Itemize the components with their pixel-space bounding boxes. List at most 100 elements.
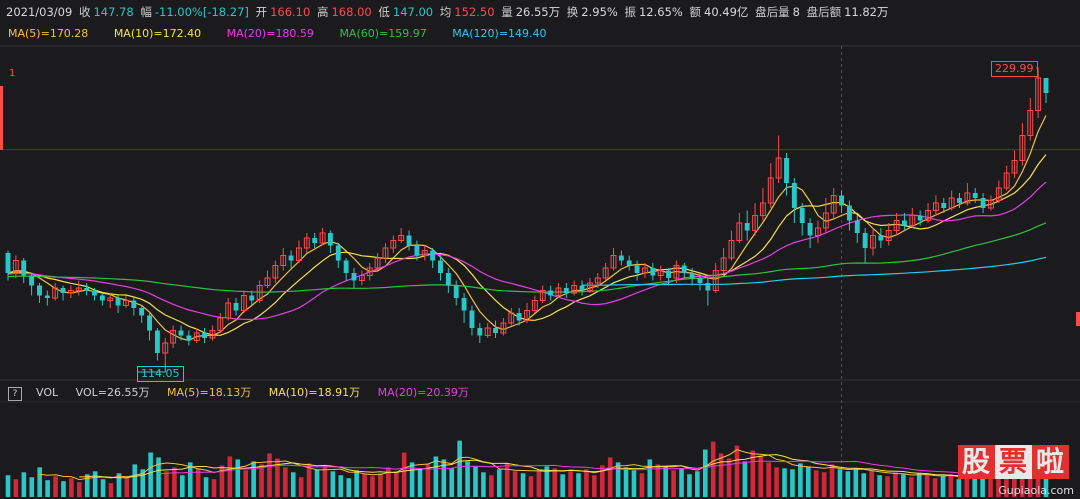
close-label: 收 bbox=[78, 5, 91, 19]
amount-label: 额 bbox=[689, 5, 702, 19]
candle-body-down bbox=[438, 260, 443, 273]
candle-body-down bbox=[233, 303, 239, 311]
candle-body-up bbox=[870, 235, 876, 249]
candle-body-up bbox=[948, 197, 955, 209]
volume-bar bbox=[671, 470, 676, 497]
candle-body-down bbox=[37, 285, 42, 296]
volume-bar bbox=[362, 474, 367, 497]
volume-bar bbox=[663, 466, 668, 497]
volume-bar bbox=[13, 479, 19, 497]
volume-bar bbox=[401, 452, 407, 497]
volume-bar bbox=[243, 470, 249, 497]
volume-bar bbox=[378, 473, 383, 497]
candle-body-down bbox=[941, 203, 947, 208]
volume-bar bbox=[37, 467, 42, 497]
candle-body-up bbox=[1027, 110, 1034, 136]
volume-bar bbox=[528, 476, 534, 497]
candle-body-down bbox=[563, 288, 569, 293]
volume-bar bbox=[710, 441, 716, 497]
volume-bar bbox=[790, 469, 795, 497]
volume-bar bbox=[100, 479, 106, 497]
candle-body-down bbox=[154, 330, 160, 353]
quote-date: 2021/03/09 bbox=[6, 5, 73, 19]
ma-legend: MA(5)=170.28 MA(10)=172.40 MA(20)=180.59… bbox=[8, 27, 569, 40]
candle-body-down bbox=[92, 290, 97, 296]
candle-body-up bbox=[107, 297, 114, 301]
candle-body-up bbox=[822, 212, 829, 229]
candle-body-up bbox=[657, 270, 664, 276]
volume-bar bbox=[1012, 463, 1017, 497]
volume-bar bbox=[77, 482, 82, 497]
candle-body-down bbox=[799, 208, 805, 223]
ma120-legend: MA(120)=149.40 bbox=[452, 27, 547, 40]
volume-legend: ? VOL VOL=26.55万 MA(5)=18.13万 MA(10)=18.9… bbox=[8, 384, 483, 401]
volume-bar bbox=[417, 469, 423, 497]
candle-body-down bbox=[878, 235, 884, 241]
candle-body-up bbox=[728, 240, 735, 259]
volume-bar bbox=[829, 464, 835, 497]
candle-body-up bbox=[893, 220, 900, 231]
candle-body-up bbox=[123, 300, 129, 306]
volume-bar bbox=[409, 462, 415, 497]
volume-bar bbox=[481, 472, 486, 497]
after-hours-amount-label: 盘后额 bbox=[806, 5, 842, 19]
candle-body-down bbox=[139, 308, 145, 316]
candle-body-up bbox=[909, 215, 916, 226]
candle-body-up bbox=[1035, 77, 1042, 111]
volume-bar bbox=[584, 469, 589, 497]
volume-bar bbox=[885, 476, 890, 497]
price-axis-marker bbox=[1076, 312, 1080, 326]
candle-body-down bbox=[579, 285, 585, 291]
candle-body-down bbox=[784, 158, 789, 183]
candle-body-up bbox=[736, 222, 743, 241]
vol-value-legend: VOL=26.55万 bbox=[75, 386, 150, 399]
vol-ma20-legend: MA(20)=20.39万 bbox=[377, 386, 469, 399]
candle-body-down bbox=[917, 215, 923, 221]
volume-bar bbox=[124, 477, 130, 497]
candle-body-down bbox=[178, 330, 184, 336]
volume-bar bbox=[53, 476, 58, 497]
volume-bar bbox=[687, 474, 692, 497]
candle-body-down bbox=[249, 295, 255, 301]
candle-body-up bbox=[280, 255, 287, 266]
open-label: 开 bbox=[255, 5, 268, 19]
volume-bar bbox=[275, 458, 280, 497]
volume-bar bbox=[607, 457, 613, 497]
candle-body-down bbox=[493, 328, 498, 333]
after-hours-volume-value: 8 bbox=[792, 5, 800, 19]
candle-body-up bbox=[524, 310, 530, 321]
volume-bar bbox=[869, 470, 874, 497]
candle-body-down bbox=[430, 250, 436, 261]
volume-label: 量 bbox=[501, 5, 513, 19]
volume-bar bbox=[972, 471, 977, 497]
candle-body-down bbox=[327, 233, 333, 246]
volume-bar bbox=[219, 465, 225, 497]
watermark-site: Gupiaola.com bbox=[998, 484, 1074, 497]
candle-body-up bbox=[925, 210, 931, 221]
help-icon[interactable]: ? bbox=[8, 387, 22, 401]
volume-bar bbox=[290, 472, 296, 497]
volume-bar bbox=[568, 471, 573, 497]
candle-body-down bbox=[807, 223, 813, 236]
low-price-tag: 114.05 bbox=[137, 366, 184, 382]
volume-bar bbox=[964, 477, 970, 497]
candle-body-down bbox=[44, 295, 50, 298]
after-hours-volume-label: 盘后量 bbox=[755, 5, 790, 19]
change-label: 幅 bbox=[140, 5, 152, 19]
amount-value: 40.49亿 bbox=[704, 5, 749, 19]
candle-body-up bbox=[421, 250, 428, 256]
volume-bar bbox=[108, 483, 114, 497]
volume-bar bbox=[156, 457, 161, 497]
volume-bar bbox=[465, 461, 470, 497]
candle-body-up bbox=[586, 282, 593, 291]
candle-body-up bbox=[217, 317, 224, 331]
candle-body-up bbox=[815, 227, 821, 236]
avg-value: 152.50 bbox=[454, 5, 495, 19]
candle-body-up bbox=[319, 232, 326, 244]
candle-body-up bbox=[539, 290, 546, 301]
volume-bar bbox=[813, 470, 819, 497]
watermark-char-3: 啦 bbox=[1032, 445, 1069, 479]
volume-bar bbox=[639, 473, 645, 497]
